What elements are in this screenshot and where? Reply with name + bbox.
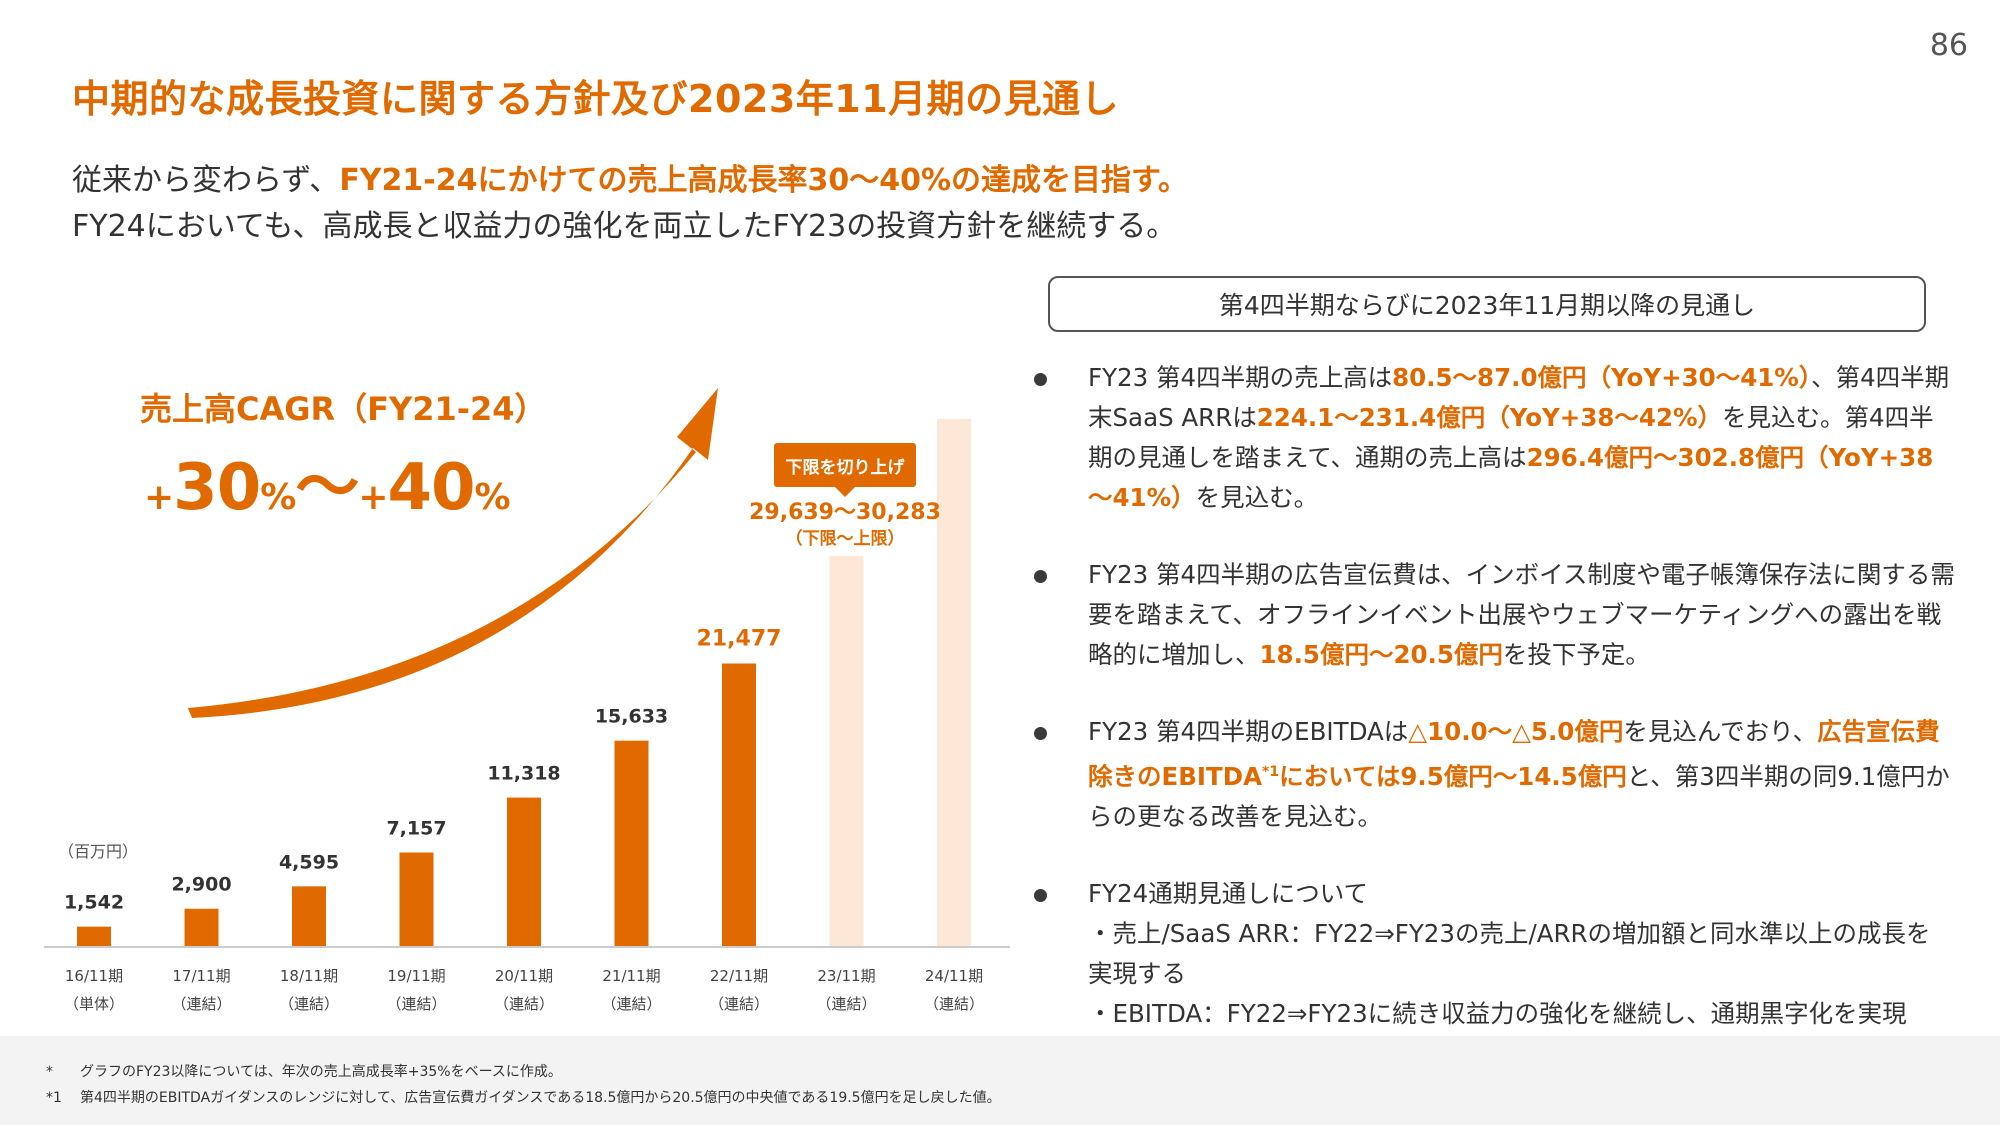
category-label-16/11期: 16/11期	[65, 967, 123, 985]
footnote-2-mark: *1	[46, 1090, 62, 1106]
footnote-1-text: グラフのFY23以降については、年次の売上高成長率+35%をベースに作成。	[80, 1064, 562, 1080]
cagr-plus-1: +	[144, 477, 174, 518]
bar-16/11期	[77, 926, 111, 947]
value-label-22/11期: 21,477	[697, 627, 782, 652]
footnote-2-text: 第4四半期のEBITDAガイダンスのレンジに対して、広告宣伝費ガイダンスである1…	[80, 1090, 1001, 1106]
b1-t3: を見込む。第4四半期の見通しを踏まえて、通期の売上高は	[1088, 403, 1934, 472]
category-label-21/11期: 21/11期	[602, 967, 660, 985]
value-label-18/11期: 4,595	[279, 851, 339, 873]
b3-t1: FY23 第4四半期のEBITDAは	[1088, 717, 1409, 746]
unit-label: （百万円）	[58, 842, 139, 861]
value-label-16/11期: 1,542	[64, 892, 124, 914]
b3-h1: △10.0～△5.0億円	[1408, 717, 1624, 746]
b4-title: FY24通期見通しについて	[1088, 879, 1368, 909]
page-title: 中期的な成長投資に関する方針及び2023年11月期の見通し	[72, 77, 1120, 121]
page-number: 86	[1929, 28, 1968, 63]
category-label-24/11期: 24/11期	[925, 967, 983, 985]
value-label-19/11期: 7,157	[386, 818, 446, 840]
category-sub-16/11期: （単体）	[64, 995, 124, 1013]
cagr-num-1: 30	[173, 451, 261, 525]
category-label-18/11期: 18/11期	[280, 967, 338, 985]
b2-t2: を投下予定。	[1502, 640, 1650, 669]
forecast-range: 29,639～30,283	[749, 500, 941, 525]
bar-22/11期	[722, 663, 756, 947]
b4-line2: ・EBITDA：FY22⇒FY23に続き収益力の強化を継続し、通期黒字化を実現	[1088, 999, 1907, 1029]
category-label-20/11期: 20/11期	[495, 967, 553, 985]
subtitle-line-2: FY24においても、高成長と収益力の強化を両立したFY23の投資方針を継続する。	[72, 209, 1177, 244]
bar-18/11期	[292, 886, 326, 947]
b2-t1: FY23 第4四半期の広告宣伝費は、インボイス制度や電子帳簿保存法に関する需要を…	[1088, 560, 1955, 669]
bar-20/11期	[507, 797, 541, 947]
bar-23/11期	[829, 555, 864, 947]
bar-24/11期	[937, 419, 971, 947]
bullet-ebitda: FY23 第4四半期のEBITDAは△10.0～△5.0億円を見込んでおり、広告…	[1030, 712, 1955, 837]
footnote-1: * グラフのFY23以降については、年次の売上高成長率+35%をベースに作成。	[46, 1061, 562, 1081]
category-sub-22/11期: （連結）	[709, 995, 769, 1013]
category-label-22/11期: 22/11期	[710, 967, 768, 985]
forecast-badge: 下限を切り上げ	[774, 443, 916, 497]
bar-19/11期	[399, 852, 434, 947]
subtitle-highlight: FY21-24にかけての売上高成長率30～40%の達成を目指す。	[339, 163, 1189, 198]
bar-21/11期	[614, 740, 649, 947]
revenue-bar-chart: 1,542 2,900 4,595 7,157 11,318 15,633 21,477 1…	[44, 388, 1010, 1013]
growth-arrow-shape	[188, 388, 718, 718]
b3-h2a: 広告宣伝費除きのEBITDA	[1088, 717, 1940, 792]
category-label-19/11期: 19/11期	[387, 967, 445, 985]
subtitle-prefix: 従来から変わらず、	[72, 163, 340, 198]
category-sub-19/11期: （連結）	[386, 995, 446, 1013]
bullet-ad-spend: FY23 第4四半期の広告宣伝費は、インボイス制度や電子帳簿保存法に関する需要を…	[1030, 555, 1955, 675]
b1-h1: 80.5～87.0億円（YoY+30～41%）	[1392, 363, 1812, 392]
outlook-bullets: FY23 第4四半期の売上高は80.5～87.0億円（YoY+30～41%）、第…	[1030, 358, 1955, 1071]
growth-arrow	[188, 388, 718, 718]
b3-h2-sup: *1	[1262, 764, 1280, 780]
b1-t1: FY23 第4四半期の売上高は	[1088, 363, 1393, 392]
category-sub-18/11期: （連結）	[279, 995, 339, 1013]
b3-t3: と、第3四半期の同9.1億円からの更なる改善を見込む。	[1088, 762, 1950, 832]
b1-t2: 、第4四半期末SaaS ARRは	[1088, 363, 1950, 432]
footer	[0, 1036, 2000, 1125]
cagr-plus-2: +	[358, 477, 388, 518]
subtitle-line-1: 従来から変わらず、FY21-24にかけての売上高成長率30～40%の達成を目指す…	[72, 158, 1188, 204]
subtitle: 従来から変わらず、FY21-24にかけての売上高成長率30～40%の達成を目指す…	[72, 158, 1188, 250]
b1-t4: を見込む。	[1195, 483, 1319, 512]
value-label-17/11期: 2,900	[171, 874, 231, 896]
value-label-20/11期: 11,318	[487, 763, 560, 785]
bars	[77, 419, 971, 947]
b3-t2: を見込んでおり、	[1623, 717, 1818, 746]
category-sub-17/11期: （連結）	[171, 995, 231, 1013]
x-axis: 16/11期 （単体） 17/11期 （連結） 18/11期 （連結） 19/11期 （連結）…	[44, 946, 1010, 1013]
value-labels: 1,542 2,900 4,595 7,157 11,318 15,633 21,477	[64, 627, 782, 914]
cagr-value: +30%～+40%	[144, 436, 511, 528]
category-sub-24/11期: （連結）	[924, 995, 984, 1013]
cagr-pct-1: %	[260, 477, 296, 518]
category-label-23/11期: 23/11期	[817, 967, 875, 985]
bullet-fy24: FY24通期見通しについて・売上/SaaS ARR：FY22⇒FY23の売上/A…	[1030, 874, 1955, 1034]
b1-h2: 224.1～231.4億円（YoY+38～42%）	[1256, 403, 1723, 432]
outlook-header: 第4四半期ならびに2023年11月期以降の見通し	[1048, 276, 1926, 332]
cagr-label: 売上高CAGR（FY21-24）	[140, 390, 547, 428]
bar-17/11期	[184, 908, 219, 947]
b3-h2b: においては9.5億円～14.5億円	[1279, 762, 1627, 792]
forecast-range-note: （下限～上限）	[785, 529, 905, 549]
cagr-tilde: ～	[295, 451, 359, 525]
b2-h1: 18.5億円～20.5億円	[1259, 640, 1503, 669]
category-sub-21/11期: （連結）	[601, 995, 661, 1013]
b4-line1: ・売上/SaaS ARR：FY22⇒FY23の売上/ARRの増加額と同水準以上の…	[1088, 919, 1931, 989]
category-label-17/11期: 17/11期	[172, 967, 230, 985]
footnote-1-mark: *	[46, 1064, 53, 1080]
footnote-2: *1 第4四半期のEBITDAガイダンスのレンジに対して、広告宣伝費ガイダンスであ…	[46, 1087, 1001, 1107]
cagr-pct-2: %	[474, 477, 511, 518]
value-label-21/11期: 15,633	[595, 706, 668, 728]
category-sub-23/11期: （連結）	[816, 995, 876, 1013]
category-sub-20/11期: （連結）	[494, 995, 554, 1013]
b1-h3: 296.4億円～302.8億円（YoY+38～41%）	[1088, 443, 1934, 512]
cagr-num-2: 40	[387, 451, 475, 525]
bullet-revenue: FY23 第4四半期の売上高は80.5～87.0億円（YoY+30～41%）、第…	[1030, 358, 1955, 518]
